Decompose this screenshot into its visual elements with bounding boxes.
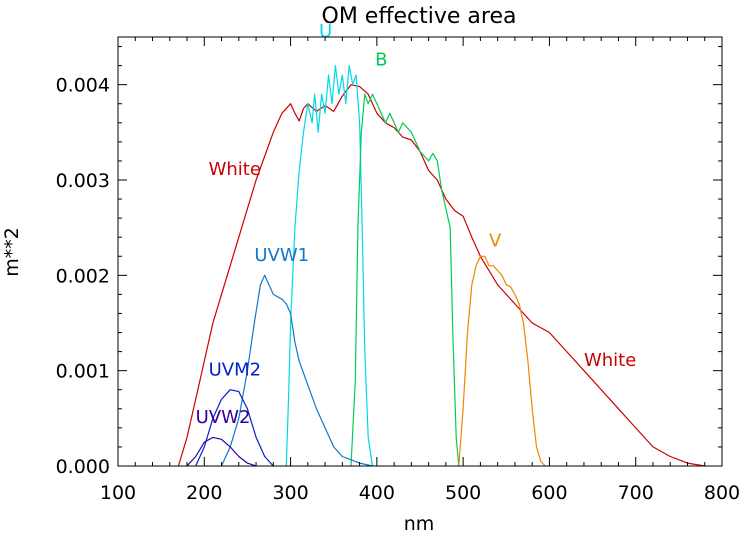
chart-title: OM effective area [322, 4, 517, 29]
curve-label-u-2: U [319, 21, 332, 42]
series-line-b [350, 93, 460, 467]
x-axis-label: nm [404, 513, 435, 535]
y-tick-label: 0.003 [56, 170, 110, 192]
curve-label-uvm2-6: UVM2 [209, 359, 261, 380]
curve-label-v-4: V [489, 231, 502, 252]
x-tick-label: 200 [186, 482, 222, 504]
y-tick-label: 0.000 [56, 456, 110, 478]
curve-label-white-0: White [209, 159, 261, 180]
x-tick-label: 400 [359, 482, 395, 504]
series-line-white [177, 84, 705, 467]
curve-label-uvw1-5: UVW1 [254, 245, 309, 266]
curve-label-uvw2-7: UVW2 [196, 407, 251, 428]
y-tick-label: 0.002 [56, 265, 110, 287]
y-axis-label: m**2 [1, 227, 23, 277]
curve-label-b-3: B [375, 50, 387, 71]
x-tick-label: 700 [618, 482, 654, 504]
x-tick-label: 300 [272, 482, 308, 504]
y-tick-label: 0.004 [56, 75, 110, 97]
x-tick-label: 600 [531, 482, 567, 504]
y-tick-label: 0.001 [56, 361, 110, 383]
plot-frame [117, 36, 723, 467]
series-line-v [458, 255, 546, 467]
series-line-uvw1 [220, 274, 373, 467]
annotation-layer: White White U B V UVW1 UVM2 UVW2 [196, 21, 637, 428]
series-layer [177, 64, 705, 467]
series-line-u [285, 64, 374, 467]
series-line-uvm2 [195, 389, 274, 467]
curve-label-white-1: White [584, 350, 636, 371]
series-line-uvw2 [186, 436, 257, 467]
x-tick-label: 100 [100, 482, 136, 504]
axes-layer: 100 200 300 400 500 600 700 800 0.000 0.001 0.002 0… [56, 36, 740, 504]
x-tick-label: 500 [445, 482, 481, 504]
x-tick-label: 800 [704, 482, 740, 504]
